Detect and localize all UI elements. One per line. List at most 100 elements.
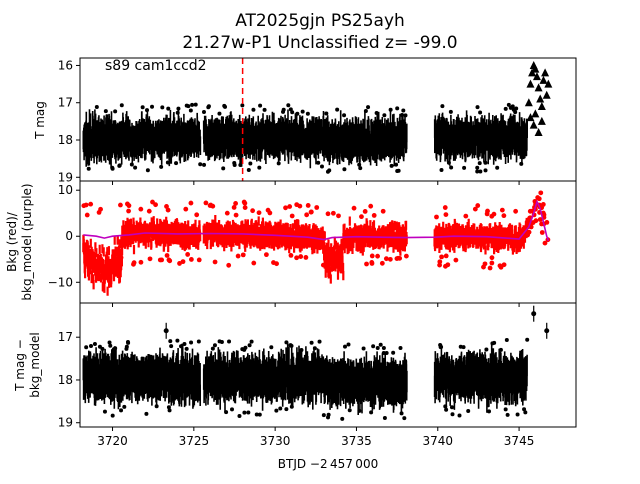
bkg-point [138,206,144,212]
y-tick-label: 19 [58,170,73,184]
x-tick-label: 3740 [422,434,453,448]
data-point [487,409,492,414]
data-point [124,346,129,351]
data-point [401,108,406,113]
data-point [443,404,448,409]
data-point [295,111,300,116]
flare-point [542,90,551,99]
bkg-point [383,256,389,262]
bkg-point [472,206,478,212]
x-tick-label: 3735 [341,434,372,448]
data-point [457,413,462,418]
bkg-point [166,257,172,263]
data-point [140,105,145,110]
bkg-point [183,206,189,212]
bkg-point [224,210,230,216]
outlier-point [544,328,550,334]
bkg-point [283,205,288,211]
data-segment-3 [433,110,528,166]
bkg-model-line [83,199,550,242]
data-point [188,108,193,113]
bkg-point [298,254,304,259]
bkg-point [147,256,153,262]
data-point [316,160,321,165]
data-point [110,413,115,418]
data-point [94,105,99,110]
data-point [342,167,347,172]
bkg-point [92,265,98,271]
data-segment-2 [326,110,408,167]
data-point [206,104,211,109]
data-point [175,338,180,343]
data-point [227,339,232,344]
bkg-point [233,212,239,218]
bkg-flare-point [530,220,536,225]
bkg-point [81,203,87,209]
y-tick-label: 19 [58,416,73,430]
bkg-flare-point [539,230,545,235]
bkg-point [330,266,335,272]
bkg-point [118,202,123,208]
flare-point [536,94,545,103]
data-point [382,416,387,421]
bkg-point [475,203,481,208]
bkg-point [336,256,342,262]
data-point [321,413,326,418]
data-point [381,345,386,350]
bkg-point [188,257,194,262]
bkg-point [487,265,493,271]
bkg-point [164,253,170,258]
bkg-point [308,209,314,215]
bkg-point [489,255,495,261]
bkg-segment-1 [202,215,329,278]
data-point [262,107,267,112]
middle-ylabel-line2: bkg_model (purple) [20,183,34,300]
data-point [475,169,480,174]
bkg-point [330,210,336,216]
bkg-point [484,211,490,217]
bkg-point [368,203,374,209]
data-point [198,162,203,167]
bkg-point [359,214,364,220]
data-point [175,110,180,115]
data-point [230,407,235,412]
data-point [89,344,94,349]
data-point [357,162,362,167]
data-point [342,113,347,118]
data-point [299,348,304,353]
data-point [462,165,467,170]
data-point [165,160,170,165]
bkg-point [364,261,369,267]
data-point [193,102,198,107]
data-point [212,343,217,348]
data-point [257,165,262,170]
flare-point [544,79,553,88]
flare-point [537,101,546,110]
data-point [242,410,247,415]
flare-point [526,79,535,88]
bkg-point [513,208,519,214]
bkg-point [288,252,294,258]
data-point [190,102,195,107]
bkg-point [241,199,247,205]
y-tick-label: 17 [58,96,73,110]
data-point [438,345,443,350]
data-point [391,350,396,355]
chart-title-line1: AT2025gjn PS25ayh [235,11,405,31]
bkg-point [88,201,94,207]
data-point [125,340,130,345]
data-point [202,162,207,167]
outlier-point [163,328,169,334]
data-point [247,343,252,348]
bkg-point [203,200,209,206]
bkg-point [403,253,409,259]
data-point [395,106,400,111]
bkg-point [233,201,239,206]
data-point [86,166,91,171]
data-point [326,412,331,417]
bkg-point [263,252,269,258]
data-point [475,105,480,110]
data-point [361,346,366,351]
bkg-point [126,208,131,214]
y-tick-label: 0 [65,229,73,243]
